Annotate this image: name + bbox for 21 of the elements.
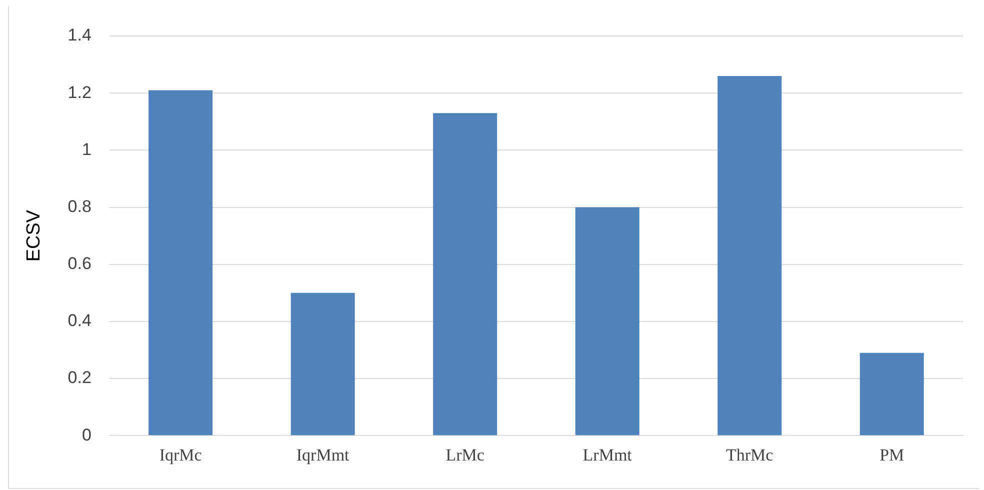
y-tick-label: 0 — [82, 425, 92, 444]
bar — [148, 90, 213, 436]
x-tick-label: LrMc — [446, 445, 485, 464]
y-tick-label: 0.2 — [68, 368, 92, 388]
y-tick-label: 1.2 — [68, 82, 92, 102]
y-tick-label: 0.4 — [68, 311, 92, 330]
bar — [718, 76, 782, 436]
x-tick-label: IqrMmt — [296, 445, 350, 464]
y-tick-label: 1.4 — [68, 26, 92, 45]
y-axis-title: ECSV — [24, 210, 45, 262]
bar — [575, 207, 640, 436]
x-tick-label: IqrMc — [159, 445, 202, 464]
y-tick-label: 0.6 — [68, 254, 92, 274]
bar — [290, 292, 355, 436]
y-tick-label: 0.8 — [68, 196, 92, 216]
bar — [433, 113, 498, 436]
x-tick-label: PM — [880, 445, 904, 464]
x-tick-label: LrMmt — [582, 445, 632, 464]
x-tick-label: ThrMc — [726, 445, 774, 464]
y-tick-label: 1 — [82, 140, 92, 159]
bar — [860, 352, 924, 436]
